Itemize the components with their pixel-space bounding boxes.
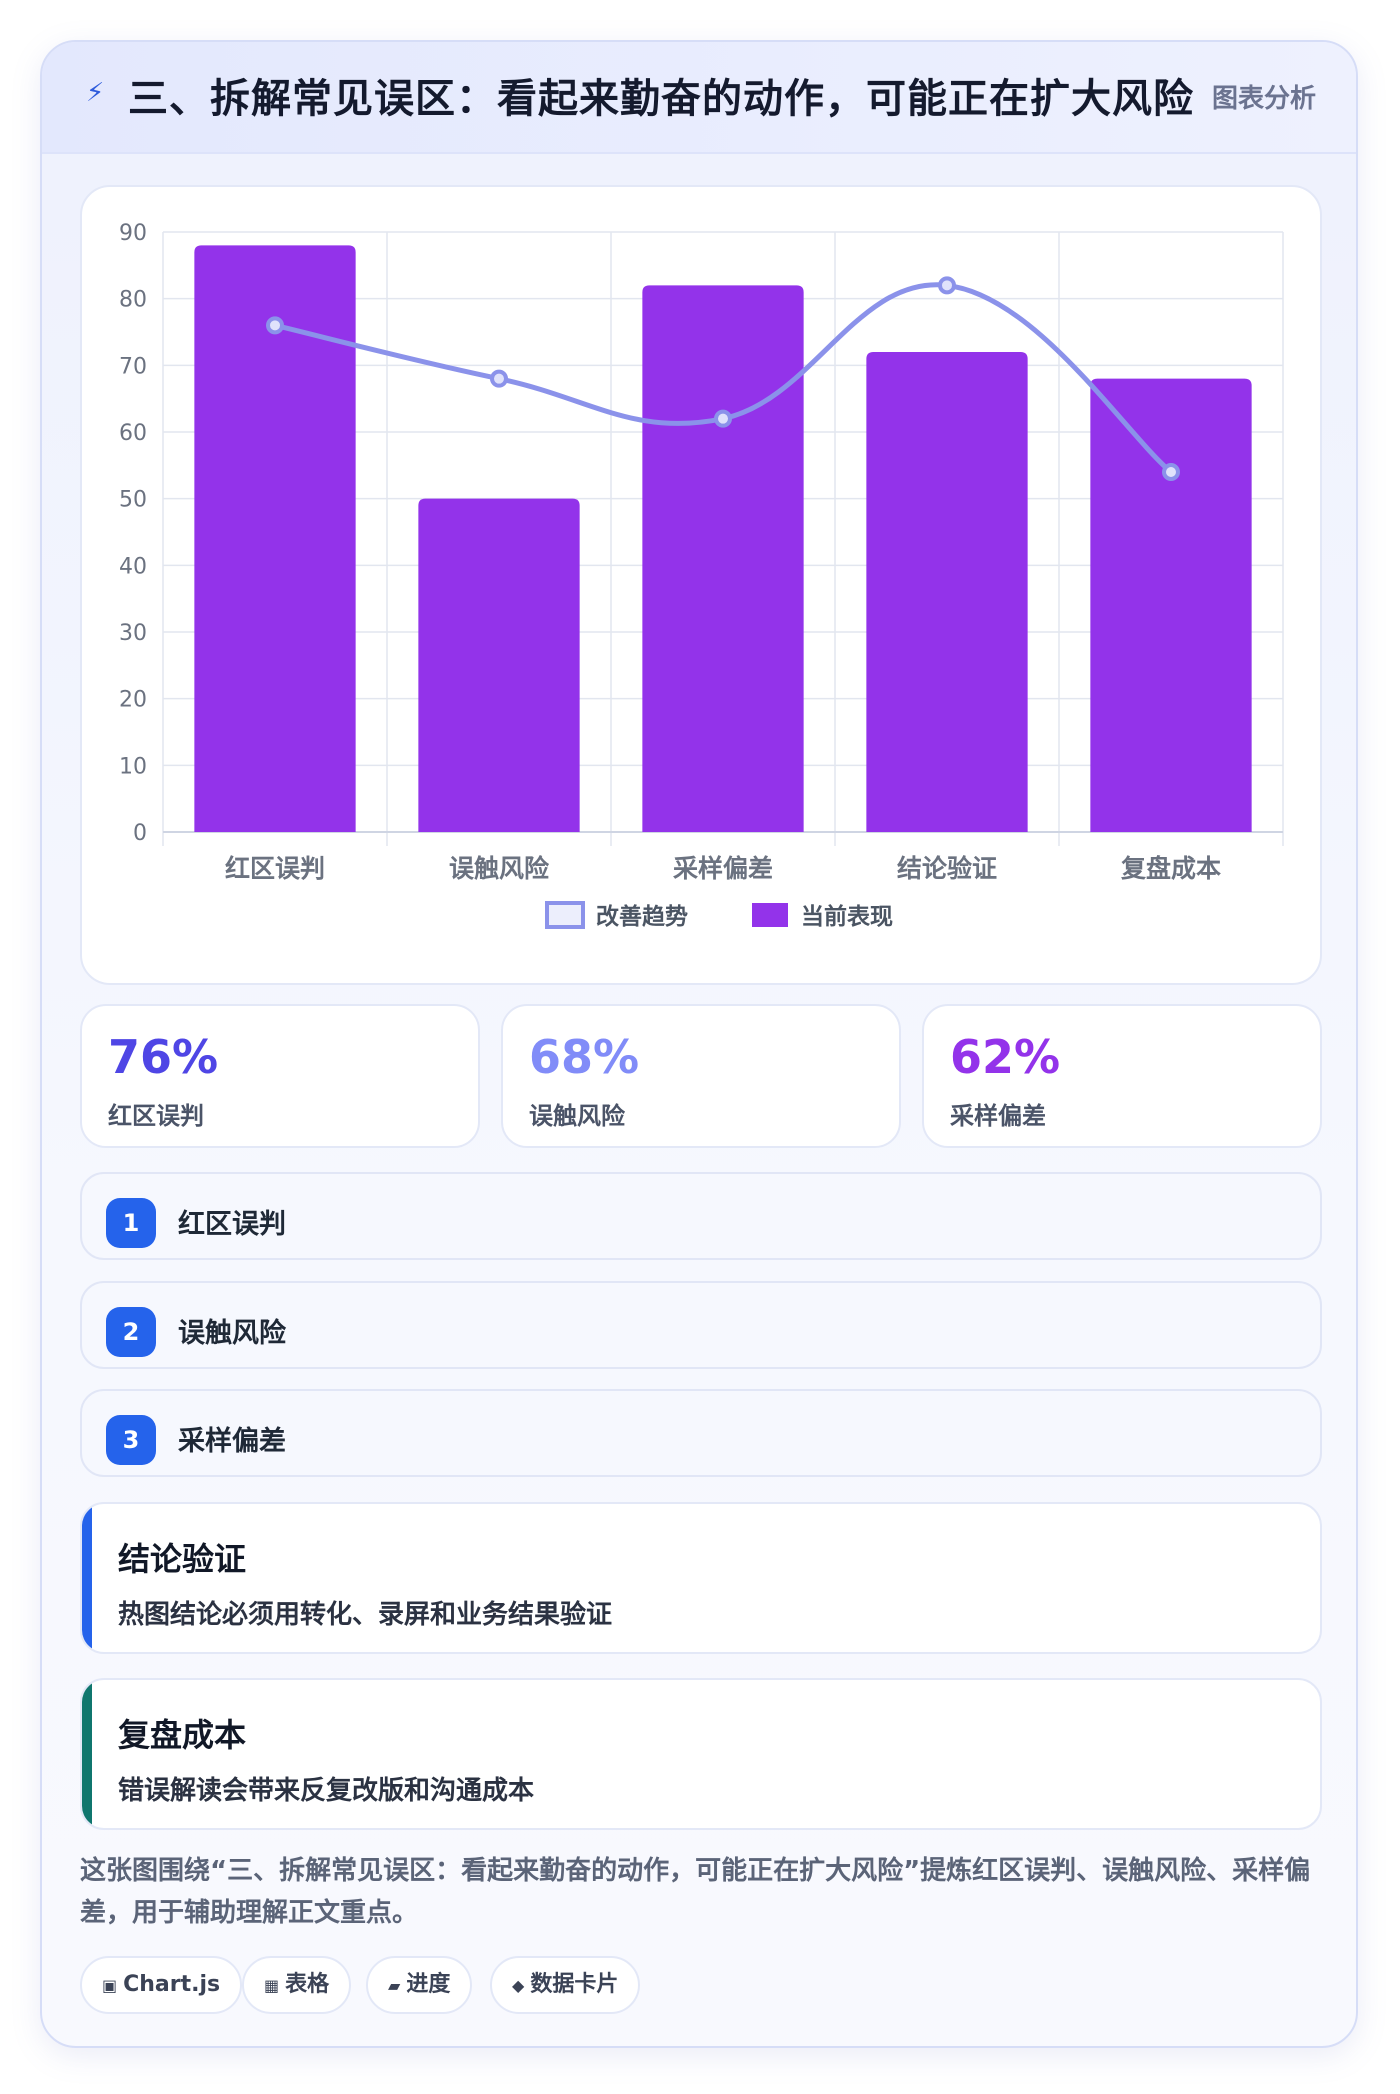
line-point — [490, 369, 508, 388]
list-item: 1 红区误判 — [80, 1172, 1322, 1260]
y-tick-label: 10 — [119, 754, 147, 779]
x-tick-label: 结论验证 — [897, 854, 997, 883]
stat-card: 62% 采样偏差 — [922, 1004, 1322, 1148]
tag-pill[interactable]: ▰ 进度 — [366, 1956, 473, 2014]
note-title: 结论验证 — [118, 1540, 247, 1578]
tag-pill[interactable]: ◆ 数据卡片 — [490, 1956, 641, 2014]
step-number-badge: 1 — [106, 1198, 156, 1248]
lightning-icon: ⚡ — [86, 78, 105, 108]
diamond-icon: ◆ — [512, 1976, 525, 1995]
y-tick-label: 40 — [119, 554, 147, 579]
note-accent — [82, 1680, 92, 1828]
legend-label: 当前表现 — [801, 903, 893, 930]
bar — [194, 245, 356, 833]
progress-icon: ▰ — [388, 1976, 401, 1995]
line-point — [1162, 463, 1180, 481]
stat-label: 红区误判 — [108, 1102, 204, 1130]
step-label: 采样偏差 — [178, 1426, 286, 1457]
stat-value: 62% — [950, 1030, 1061, 1084]
tag-pill[interactable]: ▦ 表格 — [242, 1956, 352, 2014]
legend-label: 改善趋势 — [596, 903, 688, 930]
step-label: 误触风险 — [178, 1318, 286, 1349]
step-number-badge: 3 — [106, 1415, 156, 1465]
note-card: 结论验证 热图结论必须用转化、录屏和业务结果验证 — [80, 1502, 1322, 1654]
table-icon: ▦ — [264, 1976, 280, 1995]
note-accent — [82, 1504, 92, 1652]
x-tick-label: 采样偏差 — [673, 854, 773, 883]
tag-label: Chart.js — [123, 1972, 221, 1997]
stat-value: 76% — [108, 1030, 219, 1084]
bar — [642, 285, 804, 832]
note-card: 复盘成本 错误解读会带来反复改版和沟通成本 — [80, 1678, 1322, 1830]
stat-label: 误触风险 — [529, 1102, 625, 1130]
note-text: 错误解读会带来反复改版和沟通成本 — [118, 1776, 535, 1806]
line-point — [266, 316, 284, 335]
tag-label: 进度 — [406, 1972, 451, 1997]
y-tick-label: 60 — [119, 421, 147, 446]
stat-cards: 76% 红区误判 68% 误触风险 62% 采样偏差 — [80, 1004, 1322, 1148]
card-header: ⚡ 三、拆解常见误区：看起来勤奋的动作，可能正在扩大风险 图表分析 — [42, 42, 1356, 154]
tag-pill[interactable]: ▣ Chart.js — [80, 1956, 243, 2014]
x-tick-label: 红区误判 — [225, 854, 325, 883]
stat-label: 采样偏差 — [950, 1102, 1046, 1130]
header-tag: 图表分析 — [1211, 84, 1316, 114]
step-label: 红区误判 — [178, 1209, 286, 1240]
stat-card: 76% 红区误判 — [80, 1004, 480, 1148]
list-item: 3 采样偏差 — [80, 1389, 1322, 1477]
y-tick-label: 30 — [119, 621, 147, 646]
y-tick-label: 90 — [119, 221, 147, 246]
y-tick-label: 70 — [119, 354, 147, 379]
chart-card: ⚡ 三、拆解常见误区：看起来勤奋的动作，可能正在扩大风险 图表分析 0 10 20 3… — [40, 40, 1358, 2048]
bar — [1090, 378, 1252, 832]
chart-panel: 0 10 20 30 40 50 60 70 80 90 红区误判 误触风险 采样偏差 结论验证 复盘成本改… — [80, 185, 1322, 985]
y-tick-label: 0 — [133, 821, 147, 846]
note-text: 热图结论必须用转化、录屏和业务结果验证 — [118, 1600, 613, 1630]
series-line — [272, 282, 1174, 475]
stat-card: 68% 误触风险 — [501, 1004, 901, 1148]
note-title: 复盘成本 — [118, 1716, 247, 1754]
combo-chart: 0 10 20 30 40 50 60 70 80 90 红区误判 误触风险 采样偏差 结论验证 复盘成本改… — [119, 221, 1284, 930]
bar — [418, 498, 580, 832]
line-point — [714, 409, 732, 428]
y-tick-label: 20 — [119, 688, 147, 713]
legend-swatch-line — [545, 901, 585, 929]
chart-icon: ▣ — [102, 1976, 118, 1995]
y-tick-label: 50 — [119, 488, 147, 513]
summary-text: 这张图围绕“三、拆解常见误区：看起来勤奋的动作，可能正在扩大风险”提炼红区误判、… — [80, 1856, 1311, 1928]
line-point — [938, 276, 956, 295]
page-title: 三、拆解常见误区：看起来勤奋的动作，可能正在扩大风险 — [128, 76, 1194, 122]
tag-label: 数据卡片 — [530, 1972, 619, 1997]
stat-value: 68% — [529, 1030, 640, 1084]
bar — [866, 352, 1028, 832]
x-tick-label: 误触风险 — [449, 854, 550, 883]
step-number-badge: 2 — [106, 1307, 156, 1357]
legend-swatch-bar — [752, 903, 788, 927]
tag-label: 表格 — [285, 1972, 330, 1997]
x-tick-label: 复盘成本 — [1121, 854, 1221, 883]
list-item: 2 误触风险 — [80, 1281, 1322, 1369]
y-tick-label: 80 — [119, 288, 147, 313]
